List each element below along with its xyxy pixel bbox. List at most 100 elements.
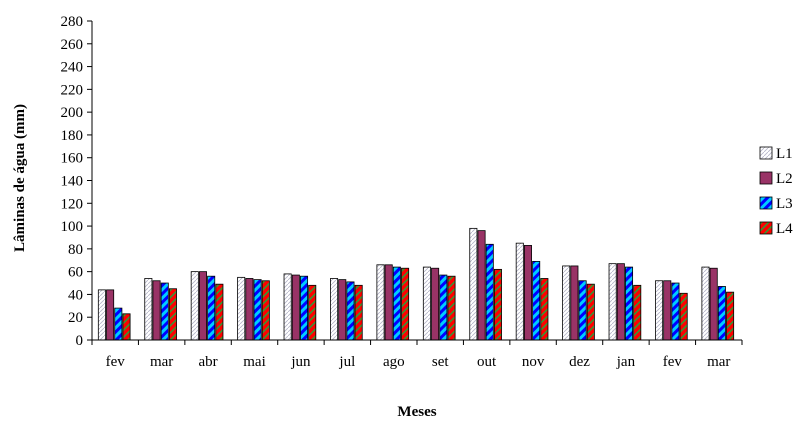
bar-l1 — [97, 289, 106, 341]
x-tick-label: dez — [569, 354, 590, 370]
bar-l2 — [477, 230, 486, 341]
y-tick-label: 20 — [68, 310, 83, 326]
bar-l3 — [671, 282, 680, 341]
y-tick-label: 260 — [61, 37, 84, 53]
x-axis-title: Meses — [397, 404, 436, 420]
bar-l1 — [469, 227, 478, 341]
x-tick-label: fev — [106, 354, 126, 370]
legend-label-l3: L3 — [776, 196, 793, 212]
bar-l1 — [144, 278, 153, 341]
bar-l1 — [422, 266, 431, 341]
y-tick-label: 120 — [61, 196, 84, 212]
y-tick-label: 60 — [68, 265, 83, 281]
bar-l2 — [523, 245, 532, 341]
bar-l4 — [726, 291, 735, 341]
y-axis: 0 20 40 60 80 100 120 140 160 180 200 220 240 260 280 — [61, 14, 93, 349]
y-tick-label: 160 — [61, 151, 84, 167]
bar-l3 — [485, 243, 494, 341]
bar-l3 — [532, 260, 541, 341]
bar-l3 — [346, 281, 355, 341]
legend-label-l1: L1 — [776, 146, 793, 162]
x-tick-label: abr — [198, 354, 217, 370]
bar-l2 — [198, 271, 207, 341]
bar-l3 — [253, 279, 262, 341]
bar-l4 — [168, 288, 177, 341]
plot-area — [97, 227, 735, 341]
legend-label-l4: L4 — [776, 221, 793, 237]
bar-l3 — [300, 275, 309, 341]
y-tick-label: 180 — [61, 128, 84, 144]
bar-l1 — [190, 271, 199, 341]
bar-l2 — [570, 265, 579, 341]
bar-l1 — [701, 266, 710, 341]
bar-l2 — [152, 280, 161, 341]
bar-l3 — [160, 282, 169, 341]
y-tick-label: 100 — [61, 219, 84, 235]
bar-l1 — [237, 276, 246, 341]
bar-l4 — [633, 284, 642, 341]
bar-l3 — [625, 266, 634, 341]
bar-l3 — [578, 280, 587, 341]
bar-l4 — [586, 283, 595, 341]
bar-l1 — [283, 273, 292, 341]
legend-swatch-l1 — [759, 146, 773, 160]
y-tick-label: 140 — [61, 174, 84, 190]
y-tick-label: 220 — [61, 82, 84, 98]
bar-l3 — [114, 307, 123, 341]
bar-l1 — [330, 278, 339, 341]
bar-l4 — [308, 284, 317, 341]
bar-l4 — [122, 313, 131, 341]
bar-l1 — [376, 264, 385, 341]
y-tick-label: 0 — [76, 333, 84, 349]
bar-l4 — [540, 278, 549, 341]
bar-l4 — [447, 275, 456, 341]
bar-l4 — [679, 292, 688, 341]
x-tick-label: ago — [383, 354, 405, 370]
x-tick-label: set — [432, 354, 449, 370]
bar-l2 — [431, 267, 440, 341]
legend-swatch-l3 — [759, 196, 773, 210]
bar-l2 — [663, 280, 672, 341]
y-tick-label: 40 — [68, 287, 83, 303]
y-tick-label: 200 — [61, 105, 84, 121]
y-axis-title: Lâminas de água (mm) — [12, 104, 28, 252]
bar-l1 — [608, 263, 617, 341]
bar-l2 — [291, 274, 300, 341]
x-tick-label: jun — [290, 354, 311, 370]
bar-l4 — [215, 283, 224, 341]
bar-l2 — [616, 263, 625, 341]
bar-l3 — [207, 275, 216, 341]
legend-label-l2: L2 — [776, 171, 793, 187]
y-tick-label: 240 — [61, 60, 84, 76]
x-tick-label: mar — [150, 354, 173, 370]
bar-l1 — [655, 280, 664, 341]
x-tick-label: nov — [522, 354, 545, 370]
x-axis: fev mar abr mai jun jul ago set out nov dez jan fev m… — [91, 339, 743, 370]
legend: L1 L2 L3 L4 — [759, 146, 793, 237]
bar-l2 — [245, 278, 254, 341]
bar-l4 — [261, 280, 270, 341]
bar-l2 — [106, 289, 115, 341]
x-tick-label: out — [477, 354, 497, 370]
bar-l3 — [392, 266, 401, 341]
legend-swatch-l2 — [759, 171, 773, 185]
x-tick-label: jul — [338, 354, 355, 370]
bar-l2 — [338, 279, 347, 341]
legend-swatch-l4 — [759, 221, 773, 235]
x-tick-label: mai — [243, 354, 266, 370]
bar-l3 — [439, 274, 448, 341]
y-tick-label: 80 — [68, 242, 83, 258]
bar-l3 — [717, 286, 726, 341]
bar-l1 — [515, 242, 524, 341]
bar-l2 — [384, 264, 393, 341]
x-tick-label: fev — [663, 354, 683, 370]
x-tick-label: jan — [616, 354, 636, 370]
bar-l4 — [401, 267, 410, 341]
bar-l4 — [354, 284, 363, 341]
x-tick-label: mar — [707, 354, 730, 370]
bar-l4 — [493, 268, 502, 341]
bar-l1 — [562, 265, 571, 341]
y-tick-label: 280 — [61, 14, 84, 30]
bar-l2 — [709, 267, 718, 341]
